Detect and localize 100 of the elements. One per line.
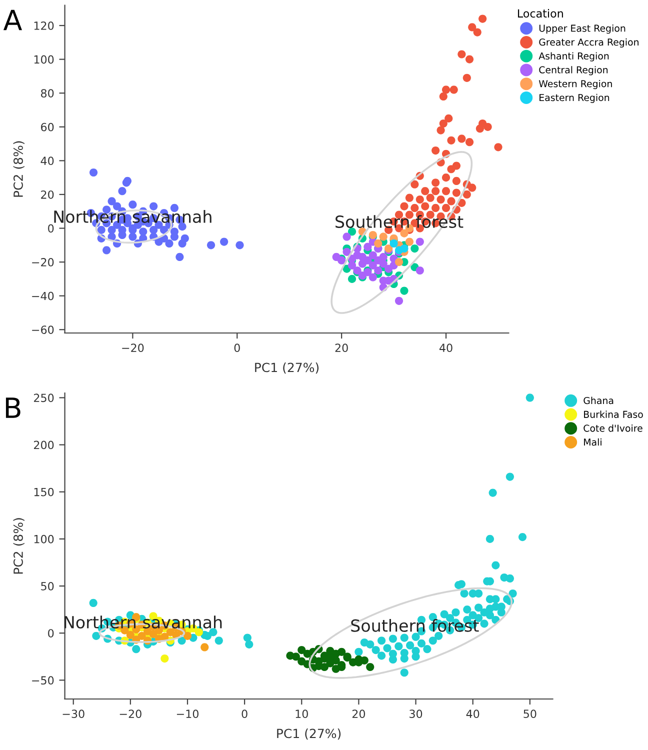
point <box>338 648 346 656</box>
point <box>410 244 419 253</box>
point <box>176 252 184 262</box>
point <box>384 264 393 273</box>
text: B <box>6 398 20 418</box>
y-tick-label: 120 <box>34 22 54 30</box>
legend-title: Location <box>518 9 563 18</box>
legend-label: Ashanti Region <box>538 52 609 62</box>
point <box>160 226 168 234</box>
x-tick-label: −10 <box>176 710 198 718</box>
x-tick-label: −20 <box>122 344 144 352</box>
x-tick-label: 30 <box>410 710 422 718</box>
point <box>178 239 186 248</box>
point <box>416 266 424 275</box>
point <box>400 244 408 253</box>
point <box>178 222 186 231</box>
point <box>342 248 351 256</box>
point <box>206 241 216 250</box>
point <box>320 662 329 672</box>
y-tick-label: −50 <box>32 676 54 685</box>
point <box>353 251 362 260</box>
point <box>400 286 408 295</box>
point <box>348 261 356 270</box>
point <box>154 238 163 246</box>
point <box>128 200 137 209</box>
legend-label: Ghana <box>584 396 614 404</box>
point <box>364 242 372 251</box>
y-tick-label: 100 <box>34 55 54 64</box>
point <box>298 646 306 654</box>
point <box>89 168 98 177</box>
legend-label: Eastern Region <box>540 94 610 103</box>
point <box>183 632 192 640</box>
point <box>160 654 169 663</box>
y-tick-label: 50 <box>41 582 54 590</box>
point <box>128 232 137 241</box>
point <box>112 202 122 210</box>
point <box>149 630 158 638</box>
x-tick-label: −20 <box>120 710 142 718</box>
point <box>366 662 374 672</box>
x-tick-label: 40 <box>439 344 452 352</box>
legend-label: Central Region <box>539 66 608 76</box>
point <box>368 251 377 260</box>
point <box>394 258 404 266</box>
point <box>150 226 158 234</box>
point <box>200 643 209 652</box>
y-tick-label: 20 <box>41 190 54 199</box>
y-tick-label: 80 <box>41 89 54 98</box>
point <box>97 226 106 234</box>
point <box>384 276 393 285</box>
x-tick-label: 0 <box>234 344 240 352</box>
point <box>405 238 414 246</box>
point <box>108 197 116 206</box>
legend-label: Greater Accra Region <box>539 38 638 48</box>
point <box>374 239 382 248</box>
point <box>236 241 244 250</box>
point <box>139 228 148 236</box>
point <box>348 228 356 236</box>
y-tick-label: 200 <box>34 440 54 450</box>
legend-label: Upper East Region <box>539 24 626 34</box>
y-tick-label: 150 <box>34 488 54 496</box>
y-tick-label: −60 <box>32 326 54 334</box>
point <box>400 229 408 238</box>
y-tick-label: −20 <box>32 258 54 266</box>
point <box>379 232 388 241</box>
x-tick-label: 20 <box>352 710 366 718</box>
x-tick-label: 50 <box>524 710 536 718</box>
y-tick-label: 100 <box>34 534 54 544</box>
y-tick-label: 60 <box>41 122 54 132</box>
point <box>368 273 377 282</box>
x-tick-label: 10 <box>296 710 308 718</box>
point <box>126 630 134 640</box>
y-axis-title: PC2 (8%) <box>13 141 24 197</box>
x-axis-title: PC1 (27%) <box>277 728 341 740</box>
x-tick-label: 0 <box>242 710 248 718</box>
text: A <box>3 10 22 30</box>
legend-label: Burkina Faso <box>584 410 643 418</box>
point <box>150 202 158 210</box>
y-tick-label: −40 <box>32 292 54 300</box>
point <box>165 239 174 248</box>
point <box>118 187 126 196</box>
point <box>348 274 356 283</box>
y-tick-label: 0 <box>48 629 54 638</box>
point <box>364 256 372 264</box>
point <box>220 238 228 246</box>
y-axis-title: PC2 (8%) <box>13 518 24 574</box>
legend-label: Western Region <box>538 80 612 90</box>
y-tick-label: 250 <box>34 394 54 402</box>
point <box>108 226 116 234</box>
point <box>374 266 382 275</box>
point <box>390 239 398 248</box>
y-tick-label: 0 <box>48 224 54 233</box>
legend-label: Cote d'Ivoire <box>584 424 642 432</box>
point <box>416 238 424 246</box>
point <box>286 652 294 660</box>
x-tick-label: 40 <box>466 710 480 718</box>
x-axis-title: PC1 (27%) <box>255 362 319 374</box>
x-tick-label: −30 <box>62 710 84 718</box>
x-tick-label: 20 <box>335 344 348 352</box>
point <box>102 246 111 254</box>
point <box>394 296 404 305</box>
